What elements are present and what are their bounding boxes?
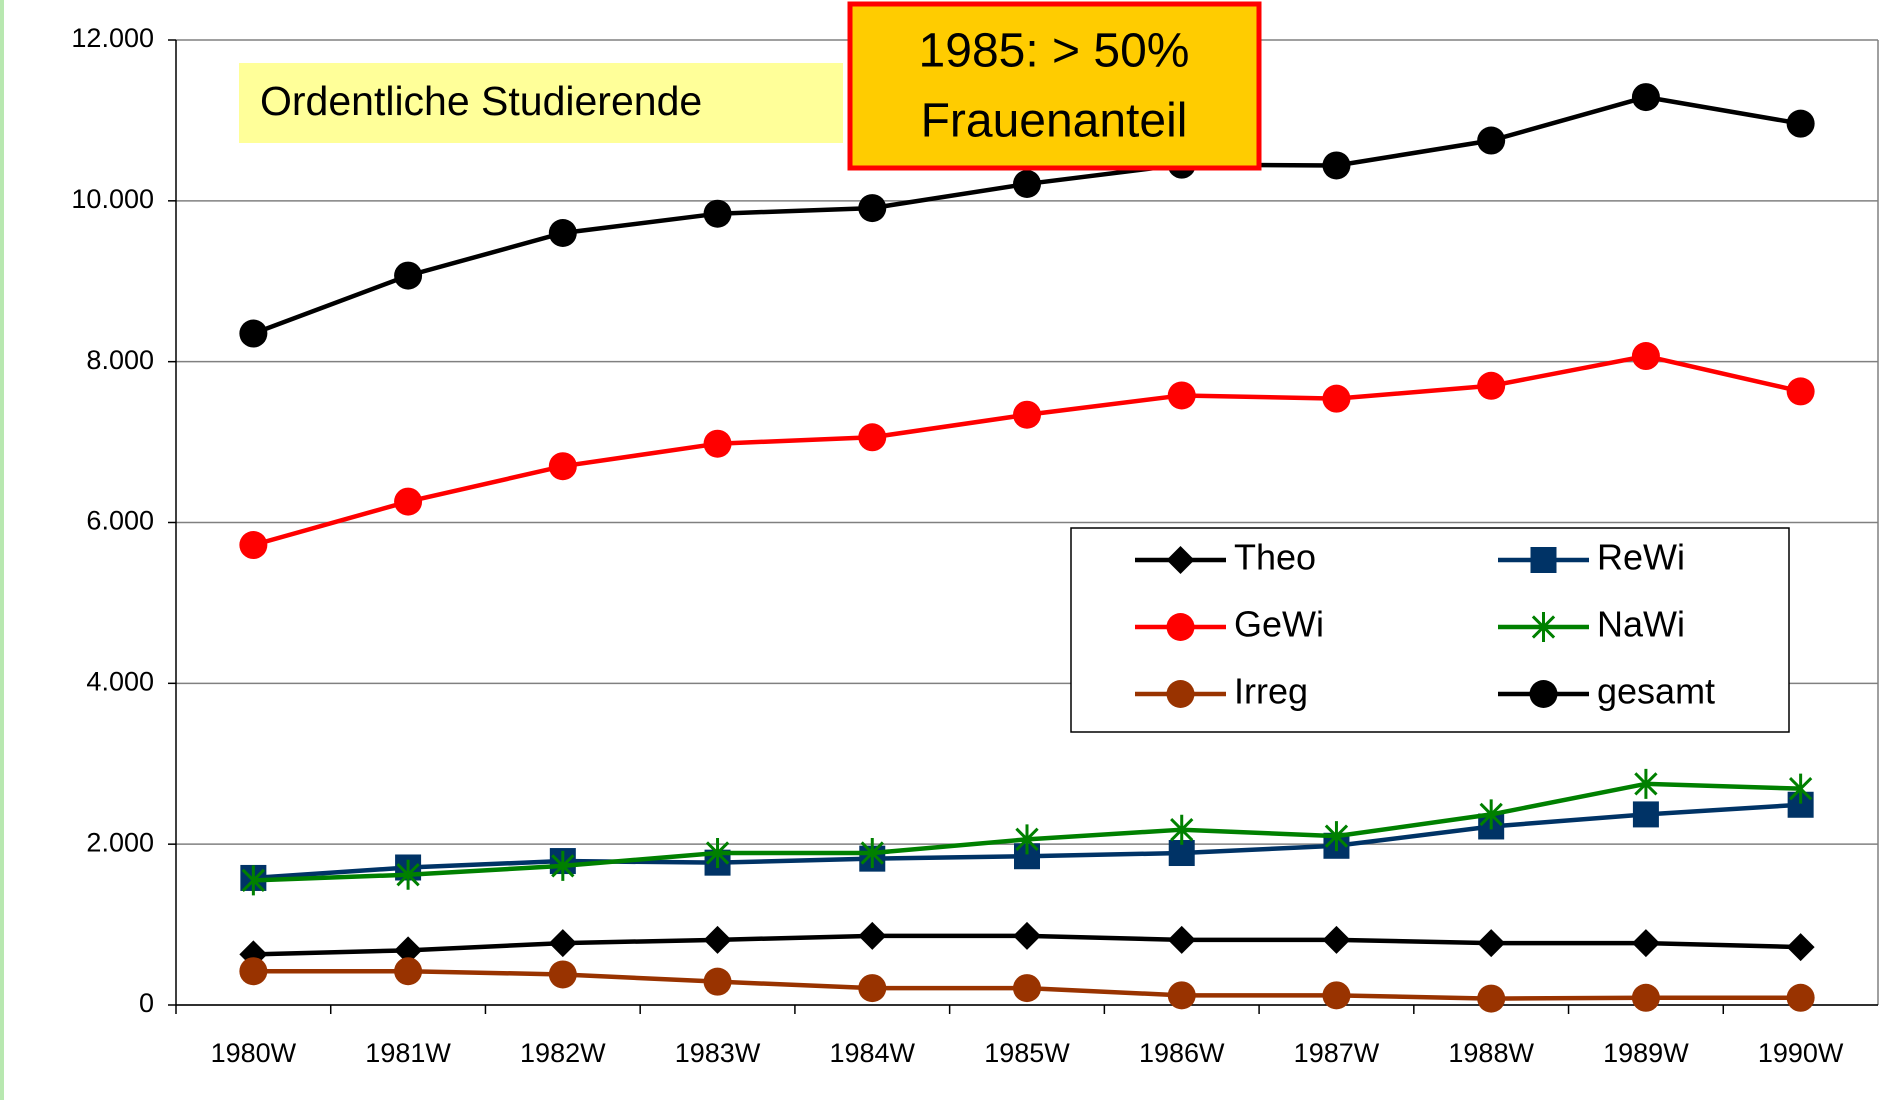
x-tick-label: 1986W	[1139, 1038, 1225, 1068]
marker	[1013, 974, 1041, 1003]
marker	[1634, 768, 1658, 799]
marker	[548, 452, 577, 481]
x-tick-label: 1989W	[1603, 1038, 1689, 1068]
marker	[1631, 342, 1660, 371]
annotation-text: 1985: > 50%	[919, 25, 1190, 78]
marker	[548, 929, 577, 958]
x-tick-label: 1980W	[211, 1038, 297, 1068]
marker	[241, 865, 266, 896]
x-tick-label: 1985W	[984, 1038, 1070, 1068]
marker	[239, 319, 268, 348]
marker	[396, 859, 420, 890]
annotation-box	[847, 1, 1262, 171]
y-tick-label: 0	[139, 988, 154, 1018]
legend-label: ReWi	[1597, 537, 1685, 578]
marker	[703, 967, 732, 996]
marker	[1167, 981, 1196, 1010]
marker	[1322, 981, 1351, 1010]
marker	[1013, 169, 1041, 198]
marker	[1324, 821, 1349, 852]
legend-label: gesamt	[1597, 671, 1715, 712]
marker	[394, 487, 423, 516]
legend-marker	[1529, 680, 1558, 708]
marker	[1631, 983, 1660, 1012]
marker	[1786, 377, 1815, 406]
legend-label: GeWi	[1234, 604, 1324, 645]
marker	[1322, 384, 1351, 413]
marker	[1788, 773, 1813, 804]
marker	[1477, 929, 1506, 958]
marker	[551, 850, 575, 881]
y-tick-label: 12.000	[71, 23, 154, 53]
marker	[858, 194, 887, 223]
legend-label: Theo	[1234, 537, 1316, 578]
marker	[394, 957, 423, 986]
marker	[705, 838, 730, 869]
legend-label: Irreg	[1234, 671, 1308, 712]
marker	[703, 199, 732, 228]
y-tick-label: 4.000	[86, 666, 154, 696]
marker	[1631, 929, 1660, 958]
x-tick-label: 1990W	[1758, 1038, 1844, 1068]
marker	[1322, 925, 1351, 954]
y-tick-label: 6.000	[86, 506, 154, 536]
marker	[548, 960, 577, 989]
marker	[1167, 381, 1196, 410]
left-edge	[0, 0, 4, 1100]
y-tick-label: 8.000	[86, 345, 154, 375]
marker	[858, 423, 887, 452]
marker	[1479, 799, 1503, 830]
marker	[858, 921, 887, 950]
marker	[239, 957, 268, 986]
marker	[1477, 371, 1506, 400]
x-tick-label: 1984W	[829, 1038, 915, 1068]
legend-marker	[1530, 547, 1557, 573]
marker	[1786, 933, 1815, 962]
marker	[1322, 151, 1351, 180]
marker	[394, 936, 423, 965]
x-tick-label: 1983W	[675, 1038, 761, 1068]
x-tick-label: 1987W	[1294, 1038, 1380, 1068]
marker	[1477, 126, 1506, 155]
x-tick-label: 1988W	[1448, 1038, 1534, 1068]
marker	[703, 925, 732, 954]
marker	[394, 261, 423, 290]
marker	[860, 838, 884, 869]
marker	[858, 974, 887, 1003]
legend-marker	[1166, 546, 1195, 574]
legend-label: NaWi	[1597, 604, 1685, 645]
y-tick-label: 10.000	[71, 184, 154, 214]
marker	[1013, 921, 1041, 950]
marker	[1632, 801, 1659, 828]
marker	[1477, 984, 1506, 1013]
marker	[1015, 824, 1039, 855]
marker	[1013, 400, 1041, 429]
marker	[1631, 83, 1660, 112]
chart-title: Ordentliche Studierende	[260, 78, 702, 124]
legend-marker	[1166, 613, 1195, 641]
marker	[239, 531, 268, 560]
marker	[1786, 983, 1815, 1012]
marker	[1167, 925, 1196, 954]
marker	[1170, 814, 1194, 845]
marker	[703, 429, 732, 458]
title-box	[239, 63, 843, 143]
marker	[548, 219, 577, 247]
legend-marker	[1166, 680, 1195, 708]
y-tick-label: 2.000	[86, 827, 154, 857]
x-tick-label: 1981W	[365, 1038, 451, 1068]
x-tick-label: 1982W	[520, 1038, 606, 1068]
marker	[1786, 109, 1815, 138]
legend-marker	[1531, 612, 1556, 642]
annotation-text: Frauenanteil	[921, 95, 1188, 148]
